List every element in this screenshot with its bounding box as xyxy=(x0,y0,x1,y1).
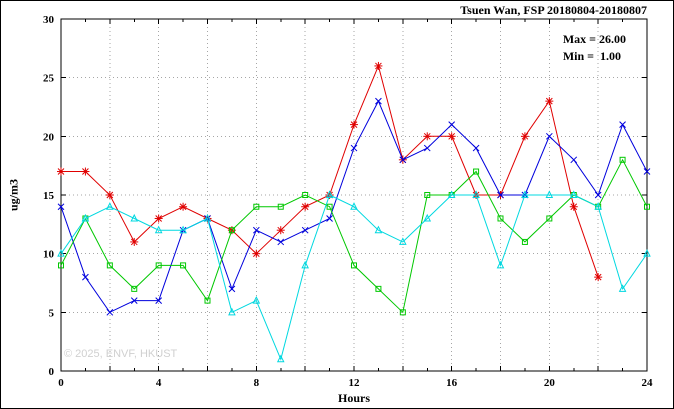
x-tick-label: 0 xyxy=(58,377,64,389)
max-value-label: Max = 26.00 xyxy=(562,32,626,46)
x-tick-label: 20 xyxy=(544,377,556,389)
y-tick-label: 10 xyxy=(43,249,55,261)
y-tick-label: 20 xyxy=(43,131,55,143)
x-axis-label: Hours xyxy=(337,391,370,405)
y-tick-label: 15 xyxy=(43,190,55,202)
min-value-label: Min = 1.00 xyxy=(562,49,621,64)
chart-title: Tsuen Wan, FSP 20180804-20180807 xyxy=(460,3,647,17)
x-tick-label: 12 xyxy=(349,377,361,389)
y-tick-label: 5 xyxy=(49,307,55,319)
series-blue xyxy=(57,97,651,316)
x-tick-label: 8 xyxy=(254,377,260,389)
series-cyan xyxy=(57,190,651,363)
x-tick-label: 24 xyxy=(642,377,654,389)
y-tick-label: 0 xyxy=(49,366,55,378)
series-green xyxy=(58,156,650,316)
tick-labels: 0 4 8 12 16 20 24 0 5 10 15 20 25 30 xyxy=(43,14,653,389)
axis-ticks xyxy=(60,18,648,372)
series-red xyxy=(57,61,603,282)
y-tick-label: 25 xyxy=(43,73,55,85)
y-tick-label: 30 xyxy=(43,14,55,26)
x-tick-label: 4 xyxy=(156,377,162,389)
x-tick-label: 16 xyxy=(446,377,458,389)
watermark: © 2025, ENVF, HKUST xyxy=(64,348,178,360)
y-axis-label: ug/m3 xyxy=(6,178,21,212)
max-min-annotation: Max = 26.00 Min = 1.00 xyxy=(563,31,626,66)
